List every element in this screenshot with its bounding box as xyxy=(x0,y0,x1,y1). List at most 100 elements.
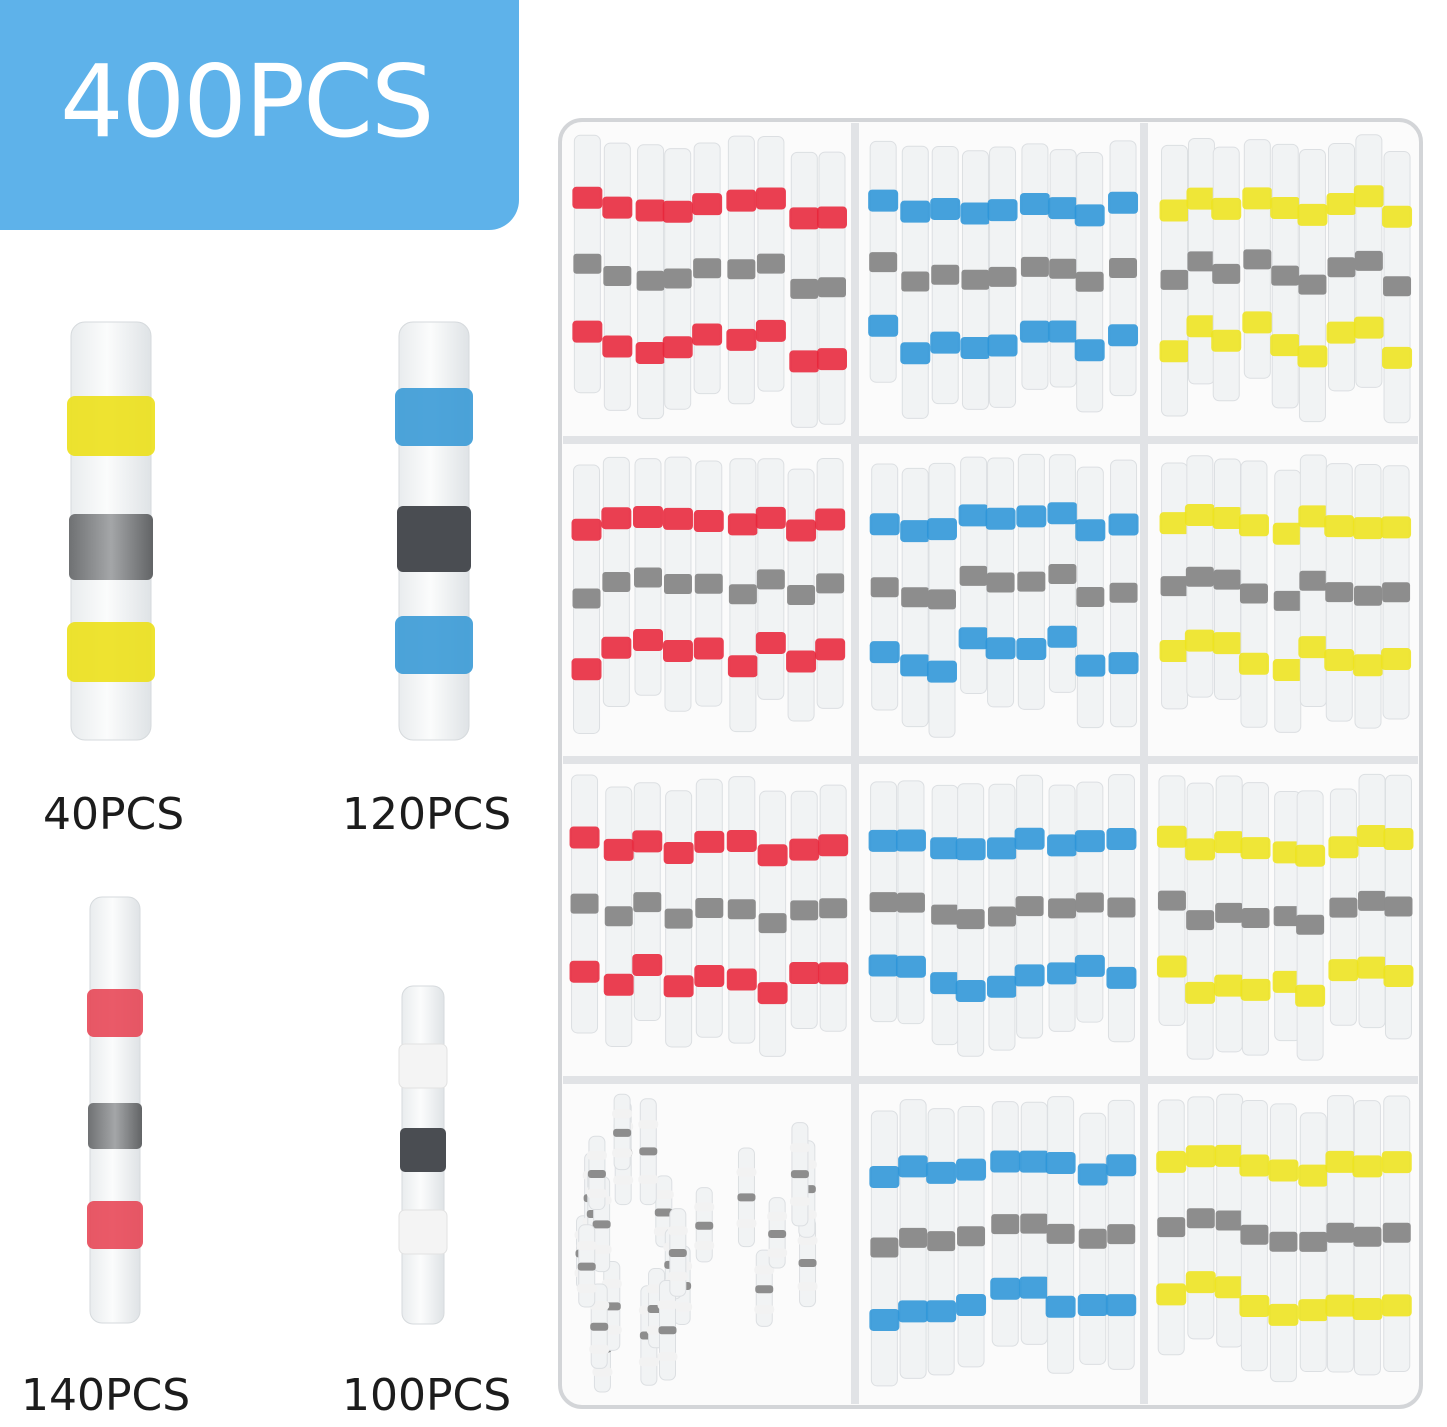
connector-band xyxy=(789,962,820,985)
connector-band xyxy=(572,320,603,343)
solder-ring xyxy=(1354,585,1383,606)
connector-band xyxy=(694,1241,715,1251)
connector-band xyxy=(1270,197,1301,220)
connector-band xyxy=(1106,828,1137,851)
connector-band xyxy=(956,1158,987,1181)
solder-ring xyxy=(869,252,898,273)
connector-band xyxy=(1019,1150,1050,1173)
solder-ring xyxy=(663,268,692,289)
connector-band xyxy=(694,965,725,988)
connector-band xyxy=(1381,516,1412,539)
solder-ring xyxy=(668,1248,687,1257)
solder-ring xyxy=(819,898,848,919)
connector-band xyxy=(592,1367,613,1377)
connector-band xyxy=(868,829,899,852)
solder-ring xyxy=(1078,1228,1107,1249)
connector-band xyxy=(571,658,602,681)
solder-ring xyxy=(1213,569,1242,590)
connector-band xyxy=(601,636,632,659)
connector-band xyxy=(667,1226,688,1236)
connector-band xyxy=(955,979,986,1002)
connector-band xyxy=(692,323,723,346)
connector-band xyxy=(1295,844,1326,867)
connector-band xyxy=(1240,978,1271,1001)
connector-band xyxy=(1077,1294,1108,1317)
connector-band xyxy=(1106,1294,1137,1317)
connector-band xyxy=(1353,654,1384,677)
solder-ring xyxy=(1383,276,1412,297)
solder-ring xyxy=(1298,274,1327,295)
solder-ring xyxy=(768,1230,787,1239)
connector-band xyxy=(603,838,634,861)
solder-ring xyxy=(1157,890,1186,911)
solder-ring xyxy=(1273,590,1302,611)
kit-label-120pcs: 120PCS xyxy=(342,789,512,840)
solder-ring xyxy=(1382,1222,1411,1243)
connector-band xyxy=(1297,345,1328,368)
connector-band xyxy=(797,1281,818,1291)
connector-band xyxy=(868,189,899,212)
connector-band xyxy=(736,1167,757,1177)
solder-ring xyxy=(961,269,990,290)
connector-band xyxy=(1238,652,1269,675)
connector-band xyxy=(895,955,926,978)
connector-band xyxy=(632,830,663,853)
solder-ring xyxy=(695,1221,714,1230)
connector-band xyxy=(1159,512,1190,535)
connector-band xyxy=(818,834,849,857)
connector-band xyxy=(985,637,1016,660)
connector-band xyxy=(1272,659,1303,682)
connector-band xyxy=(662,200,693,223)
tray-compartment-blue xyxy=(869,453,1139,738)
solder-ring xyxy=(901,271,930,292)
connector-band xyxy=(727,513,758,536)
solder-ring xyxy=(901,587,930,608)
connector-band xyxy=(726,968,757,991)
connector-band xyxy=(1186,187,1217,210)
connector-band xyxy=(926,660,957,683)
tray-compartment-yellow xyxy=(1156,773,1414,1061)
connector-band xyxy=(1185,1145,1216,1168)
connector-band xyxy=(1214,1276,1245,1299)
connector-band xyxy=(900,520,931,543)
connector-band xyxy=(635,341,666,364)
connector-band xyxy=(1014,964,1045,987)
solder-ring xyxy=(663,573,692,594)
connector-band xyxy=(1352,1155,1383,1178)
connector-band xyxy=(789,350,820,373)
connector-band xyxy=(960,336,991,359)
tray-compartment-yellow xyxy=(1159,454,1412,733)
connector-band xyxy=(1047,625,1078,648)
connector-band xyxy=(868,954,899,977)
solder-ring xyxy=(798,1258,817,1267)
connector-band xyxy=(586,1150,607,1160)
connector-band xyxy=(694,830,725,853)
connector-band xyxy=(1214,831,1245,854)
connector-band xyxy=(1325,1294,1356,1317)
solder-ring xyxy=(1329,897,1358,918)
solder-ring xyxy=(1239,583,1268,604)
solder-ring xyxy=(727,259,756,280)
solder-ring xyxy=(1160,269,1189,290)
solder-ring xyxy=(693,258,722,279)
connector-band xyxy=(818,962,849,985)
solder-ring xyxy=(1185,566,1214,587)
solder-ring xyxy=(1049,258,1078,279)
connector-band xyxy=(1106,966,1137,989)
solder-ring xyxy=(592,1220,611,1229)
connector-band xyxy=(632,953,663,976)
connector-band xyxy=(898,1155,929,1178)
connector-band xyxy=(960,202,991,225)
solder-ring xyxy=(1327,257,1356,278)
connector-band xyxy=(869,513,900,536)
connector-band xyxy=(1326,321,1357,344)
solder-ring xyxy=(695,897,724,918)
tray-compartment-red xyxy=(571,456,846,734)
solder-ring xyxy=(664,908,693,929)
solder-ring xyxy=(1354,250,1383,271)
connector-band xyxy=(926,1300,957,1323)
connector-band xyxy=(1298,505,1329,528)
connector-band xyxy=(990,1277,1021,1300)
solder-ring xyxy=(959,565,988,586)
solder-ring xyxy=(756,569,785,590)
